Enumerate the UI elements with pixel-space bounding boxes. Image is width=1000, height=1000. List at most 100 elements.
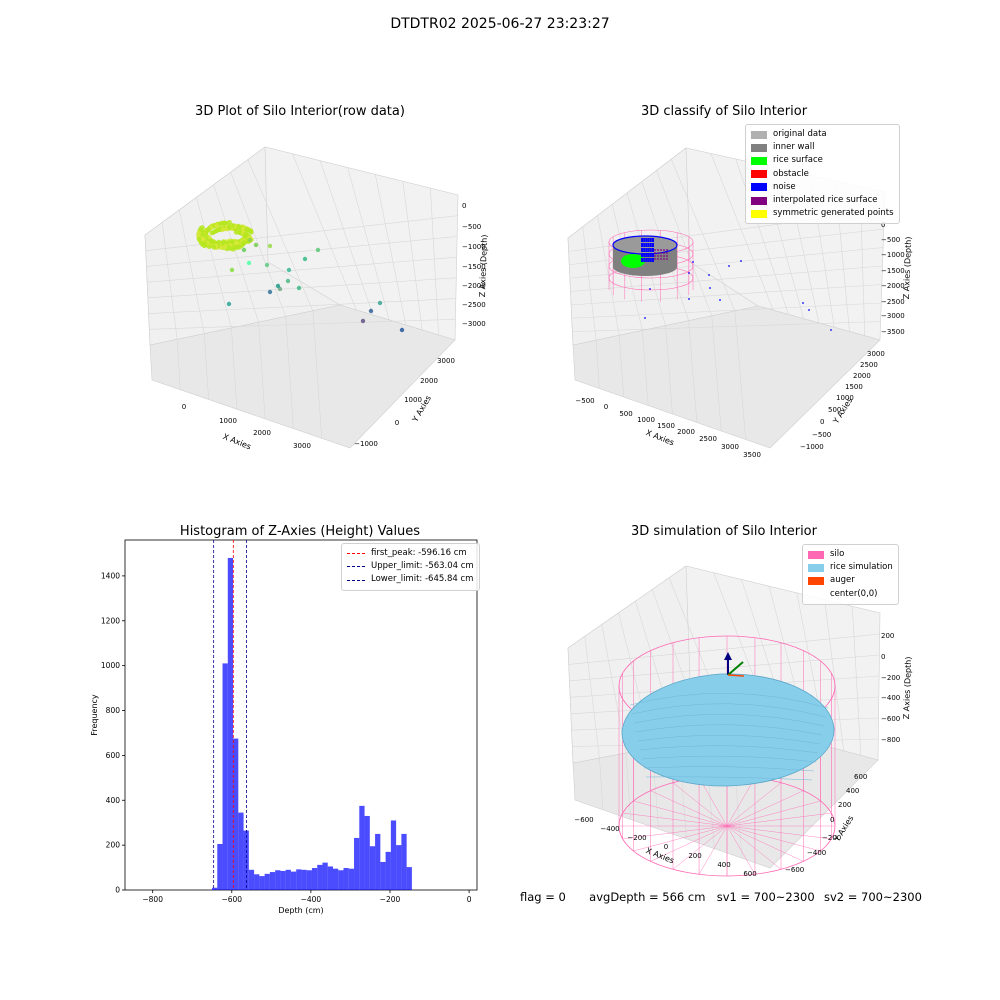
rice-mesh-line bbox=[641, 755, 817, 763]
rice-mesh-line bbox=[637, 734, 821, 745]
noise-point bbox=[641, 238, 643, 242]
legend-label: symmetric generated points bbox=[773, 208, 894, 219]
grid-line bbox=[824, 599, 845, 751]
grid-line bbox=[734, 310, 746, 440]
interpolated-point bbox=[666, 258, 668, 260]
legend-swatch bbox=[808, 563, 824, 572]
grid-line bbox=[147, 277, 457, 299]
raw-point bbox=[296, 285, 302, 291]
silo-floor-spoke bbox=[726, 825, 782, 870]
y-axis-label: Frequency bbox=[90, 694, 99, 736]
histogram-bar bbox=[406, 867, 412, 890]
z-tick-label: −3000 bbox=[462, 320, 486, 328]
noise-point bbox=[641, 243, 643, 247]
legend-entry: noise bbox=[751, 181, 894, 194]
noise-point bbox=[643, 258, 646, 262]
z-tick-label: −2500 bbox=[881, 298, 905, 306]
grid-line bbox=[203, 333, 209, 400]
z-tick-label: −200 bbox=[881, 674, 900, 682]
y-tick-label: 0 bbox=[115, 886, 120, 895]
z-tick-label: 200 bbox=[881, 632, 894, 640]
grid-line bbox=[292, 153, 357, 311]
legend-swatch bbox=[808, 590, 824, 598]
silo-floor-spoke bbox=[726, 777, 756, 827]
y-tick-label: 1000 bbox=[404, 396, 422, 404]
histogram-bar bbox=[338, 870, 344, 890]
y-tick-label: −600 bbox=[785, 866, 804, 874]
grid-line bbox=[374, 174, 407, 326]
interpolated-point bbox=[654, 255, 656, 257]
z-tick-label: −3500 bbox=[881, 328, 905, 336]
histogram-bar bbox=[248, 869, 255, 890]
x-tick-label: 2000 bbox=[253, 429, 271, 437]
x-tick-label: 0 bbox=[604, 403, 608, 411]
raw-point bbox=[230, 246, 236, 252]
grid-line bbox=[735, 158, 789, 315]
silo-floor-spoke bbox=[726, 782, 782, 827]
interpolated-point bbox=[657, 255, 659, 257]
z-tick-label: −1500 bbox=[462, 263, 486, 271]
grid-line bbox=[642, 330, 649, 406]
histogram-bar bbox=[259, 876, 265, 890]
noise-point bbox=[688, 272, 690, 274]
raw-point bbox=[229, 267, 235, 273]
sv2-value: sv2 = 700~2300 bbox=[823, 890, 922, 904]
grid-line bbox=[618, 335, 625, 398]
noise-point bbox=[649, 288, 651, 290]
histogram-bar bbox=[254, 874, 260, 890]
interpolated-point bbox=[663, 258, 665, 260]
grid-line bbox=[196, 197, 232, 328]
legend-label: Upper_limit: -563.04 cm bbox=[371, 561, 474, 572]
raw-point bbox=[286, 267, 292, 273]
histogram-bar bbox=[311, 868, 318, 890]
histogram-bar bbox=[264, 873, 270, 890]
grid-line bbox=[247, 159, 314, 311]
silo-floor-spoke bbox=[726, 825, 821, 852]
classify-panel: 3D classify of Silo Interior −500 0 500 100… bbox=[500, 0, 1000, 480]
y-tick-label: −1000 bbox=[354, 440, 378, 448]
legend-label: rice surface bbox=[773, 155, 823, 166]
auger-arrow-head bbox=[724, 652, 732, 660]
histogram-bar bbox=[354, 837, 360, 890]
sv1-value: sv1 = 700~2300 bbox=[716, 890, 815, 904]
grid-line bbox=[584, 636, 600, 759]
legend-entry: rice simulation bbox=[808, 561, 893, 574]
classify-3d-plot: −5000500100015002000250030003500−1000−50… bbox=[567, 147, 913, 459]
noise-point bbox=[645, 258, 648, 262]
interpolated-point bbox=[657, 249, 659, 251]
legend-entry: original data bbox=[751, 128, 894, 141]
interpolated-point bbox=[666, 255, 668, 257]
noise-point bbox=[649, 238, 652, 242]
rice-mesh-line bbox=[645, 776, 813, 781]
raw-point bbox=[267, 289, 273, 295]
histogram-bar bbox=[317, 864, 323, 890]
silo-floor-spoke bbox=[622, 825, 728, 840]
grid-line bbox=[688, 320, 698, 423]
x-tick-label: 200 bbox=[688, 852, 701, 860]
grid-line bbox=[710, 153, 774, 311]
y-tick-label: 200 bbox=[838, 801, 851, 809]
x-axis-label: X Axies bbox=[645, 428, 676, 447]
raw-point bbox=[211, 244, 217, 250]
noise-point bbox=[644, 317, 646, 319]
noise-point bbox=[649, 258, 652, 262]
x-tick-label: 2500 bbox=[699, 435, 717, 443]
noise-point bbox=[728, 265, 730, 267]
rice-mesh-line bbox=[639, 745, 819, 754]
legend-swatch bbox=[751, 143, 767, 152]
raw-point bbox=[200, 232, 206, 237]
noise-point bbox=[647, 238, 650, 242]
histogram-bar bbox=[359, 805, 365, 890]
grid-line bbox=[582, 226, 597, 341]
histogram-bar bbox=[401, 833, 407, 890]
legend-swatch bbox=[751, 170, 767, 179]
silo-floor-spoke bbox=[672, 782, 728, 827]
histogram-bar bbox=[322, 862, 328, 890]
x-tick-label: −600 bbox=[574, 816, 593, 824]
status-line: flag = 0 avgDepth = 566 cm sv1 = 700~230… bbox=[520, 890, 922, 904]
simulation-legend: silo rice simulation auger center(0,0) bbox=[802, 544, 899, 605]
y-tick-label: 0 bbox=[820, 418, 824, 426]
noise-point bbox=[649, 248, 652, 252]
x-tick-label: 0 bbox=[182, 403, 186, 411]
raw-point bbox=[220, 227, 226, 232]
